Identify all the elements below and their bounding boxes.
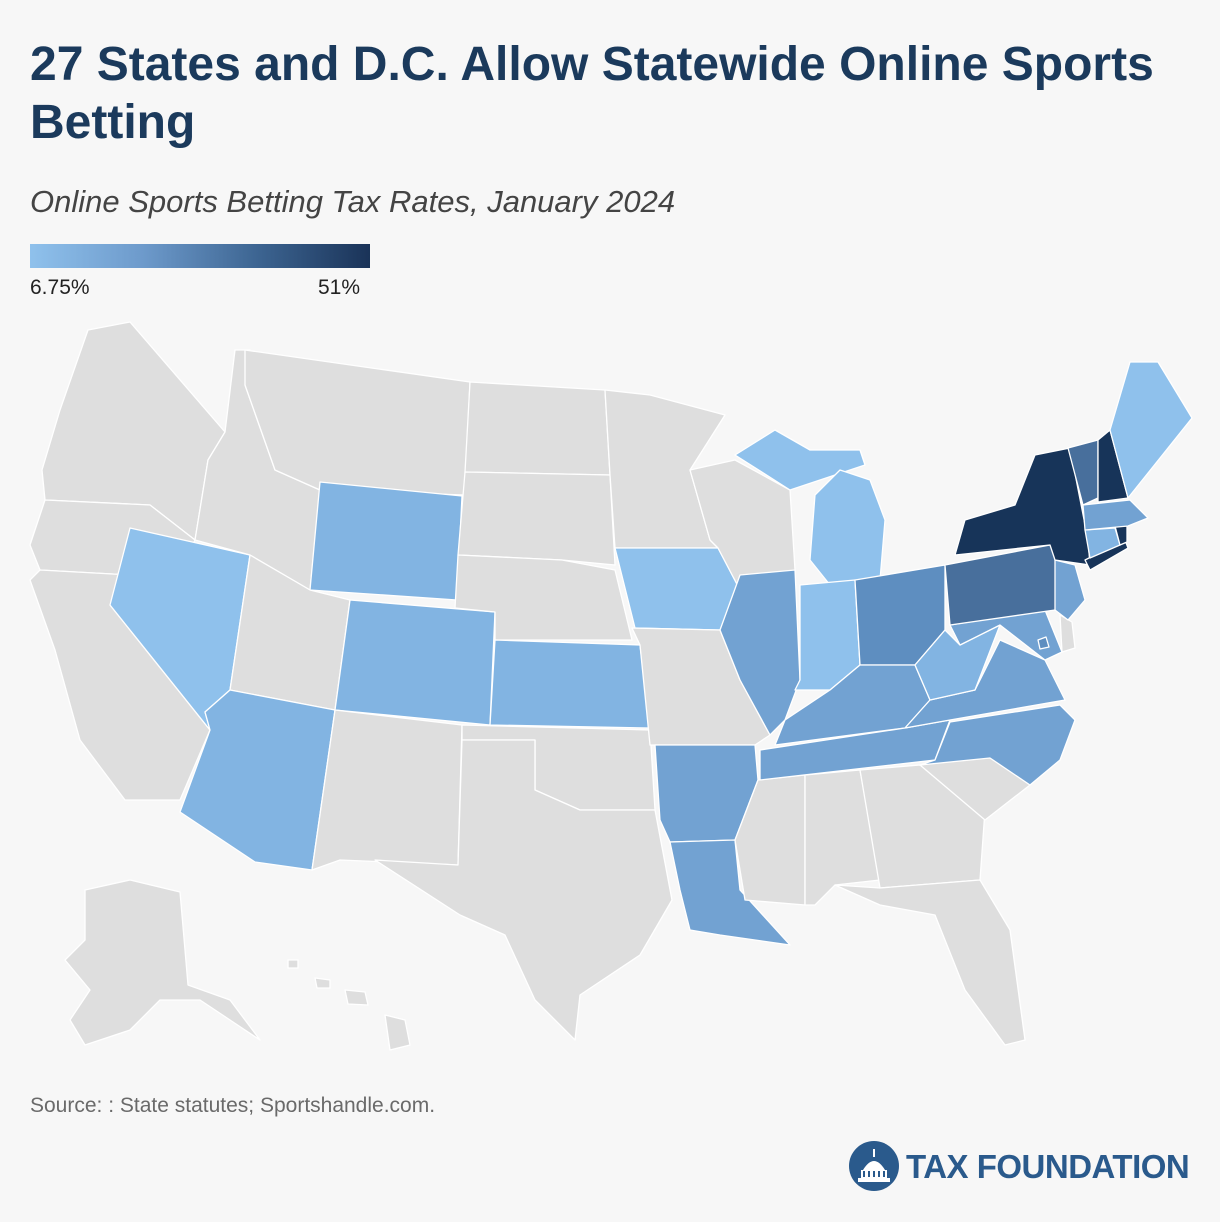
state-MI-lower <box>809 469 886 586</box>
state-SD <box>457 471 616 566</box>
capitol-dome-icon <box>849 1141 899 1191</box>
legend-max-label: 51% <box>318 276 361 299</box>
state-NY <box>954 447 1091 566</box>
page-title: 27 States and D.C. Allow Statewide Onlin… <box>30 38 1154 149</box>
state-KS <box>489 639 651 729</box>
us-map <box>29 321 1193 1051</box>
state-GA <box>859 764 986 889</box>
state-ME <box>1109 361 1193 499</box>
state-DC <box>1037 636 1050 650</box>
state-CO <box>334 599 496 726</box>
state-NM <box>311 709 463 871</box>
state-MI-upper <box>734 429 866 491</box>
legend-min-label: 6.75% <box>30 276 90 299</box>
brand-name: TAX FOUNDATION <box>906 1148 1190 1185</box>
state-ND <box>464 381 611 476</box>
state-PA <box>944 544 1066 626</box>
state-HI-kauai <box>287 959 299 969</box>
state-HI-maui <box>344 989 369 1006</box>
state-HI-big <box>384 1014 411 1051</box>
state-NE <box>454 554 633 641</box>
brand-logo-block: TAX FOUNDATION <box>848 1138 1198 1198</box>
source-note: Source: : State statutes; Sportshandle.c… <box>30 1094 436 1117</box>
state-HI-oahu <box>314 977 331 989</box>
subtitle: Online Sports Betting Tax Rates, January… <box>30 184 676 219</box>
state-DE <box>1059 614 1076 653</box>
state-IL <box>719 569 801 736</box>
state-FL <box>834 879 1026 1046</box>
state-TX <box>374 739 673 1041</box>
state-AK <box>64 879 261 1046</box>
legend-gradient-bar <box>30 244 370 268</box>
state-NC <box>919 704 1076 786</box>
state-NJ <box>1054 559 1086 621</box>
state-IA <box>614 547 741 631</box>
state-MA <box>1082 499 1149 531</box>
state-WY <box>309 481 463 601</box>
